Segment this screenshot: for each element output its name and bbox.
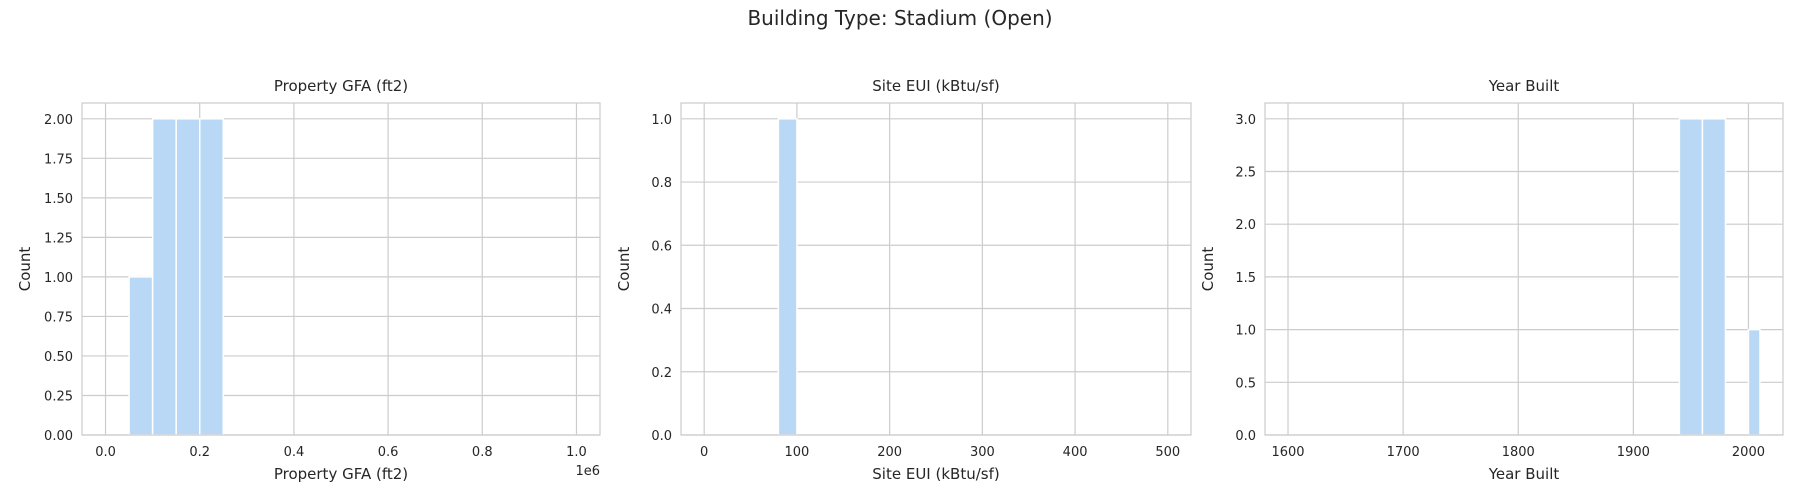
y-tick-label: 0.8 [651,176,672,191]
y-tick-label: 0.5 [1235,376,1256,391]
x-offset-text: 1e6 [575,464,600,479]
x-tick-label: 0.6 [378,445,399,460]
histogram-bar [175,118,201,436]
x-axis-label: Year Built [1488,465,1560,483]
y-tick-label: 2.00 [44,113,73,128]
subplot-1: 0.0 0.2 0.4 0.6 0.8 1.0 0.00 0.25 0.50 0.75 1.00 1.… [16,77,601,483]
x-tick-label: 1600 [1271,445,1304,460]
x-tick-label: 0.4 [284,445,305,460]
histogram-bar [1747,328,1761,436]
y-tick-label: 1.75 [44,152,73,167]
y-tick-label: 1.00 [44,271,73,286]
y-tick-label: 0.6 [651,239,672,254]
y-tick-label: 0.75 [44,310,73,325]
y-tick-label: 3.0 [1235,113,1256,128]
x-tick-label: 0.8 [472,445,493,460]
x-tick-label: 500 [1155,445,1180,460]
x-tick-label: 1800 [1502,445,1535,460]
y-axis-label: Count [1199,247,1217,292]
x-tick-label: 100 [784,445,809,460]
y-tick-label: 0.2 [651,366,672,381]
y-tick-label: 0.25 [44,389,73,404]
histogram-bar [128,276,154,436]
y-tick-label: 1.0 [651,113,672,128]
y-tick-label: 1.50 [44,192,73,207]
y-tick-label: 1.5 [1235,271,1256,286]
y-tick-label: 2.0 [1235,218,1256,233]
subplot-title: Property GFA (ft2) [274,77,408,95]
y-tick-label: 2.5 [1235,166,1256,181]
subplot-title: Site EUI (kBtu/sf) [872,77,999,95]
y-tick-label: 0.00 [44,429,73,444]
histogram-bar [1701,118,1727,436]
plot-frame [1264,102,1784,436]
x-tick-label: 0 [700,445,708,460]
x-axis-label: Property GFA (ft2) [274,465,408,483]
x-tick-label: 400 [1063,445,1088,460]
plot-frame [81,102,601,436]
subplot-title: Year Built [1488,77,1560,95]
histogram-bar [777,118,798,436]
x-tick-label: 1900 [1617,445,1650,460]
x-tick-label: 1.0 [566,445,587,460]
y-axis-label: Count [615,247,633,292]
y-tick-label: 1.0 [1235,324,1256,339]
histogram-bar [1678,118,1704,436]
x-tick-label: 2000 [1732,445,1765,460]
y-tick-label: 1.25 [44,231,73,246]
x-tick-label: 0.0 [95,445,116,460]
y-tick-label: 0.0 [651,429,672,444]
y-tick-label: 0.0 [1235,429,1256,444]
x-tick-label: 1700 [1387,445,1420,460]
subplot-3: 1600 1700 1800 1900 2000 0.0 0.5 1.0 1.5 2.0 2.5 3.… [1199,77,1784,483]
subplot-2: 0 100 200 300 400 500 0.0 0.2 0.4 0.6 0.8 1.0 Site E… [615,77,1192,483]
histogram-bar [198,118,225,436]
x-axis-label: Site EUI (kBtu/sf) [872,465,999,483]
x-tick-label: 0.2 [189,445,210,460]
x-tick-label: 300 [970,445,995,460]
figure-title: Building Type: Stadium (Open) [747,6,1052,30]
y-axis-label: Count [16,247,34,292]
plot-frame [680,102,1192,436]
x-tick-label: 200 [877,445,902,460]
y-tick-label: 0.4 [651,303,672,318]
histogram-bar [151,118,177,436]
y-tick-label: 0.50 [44,350,73,365]
